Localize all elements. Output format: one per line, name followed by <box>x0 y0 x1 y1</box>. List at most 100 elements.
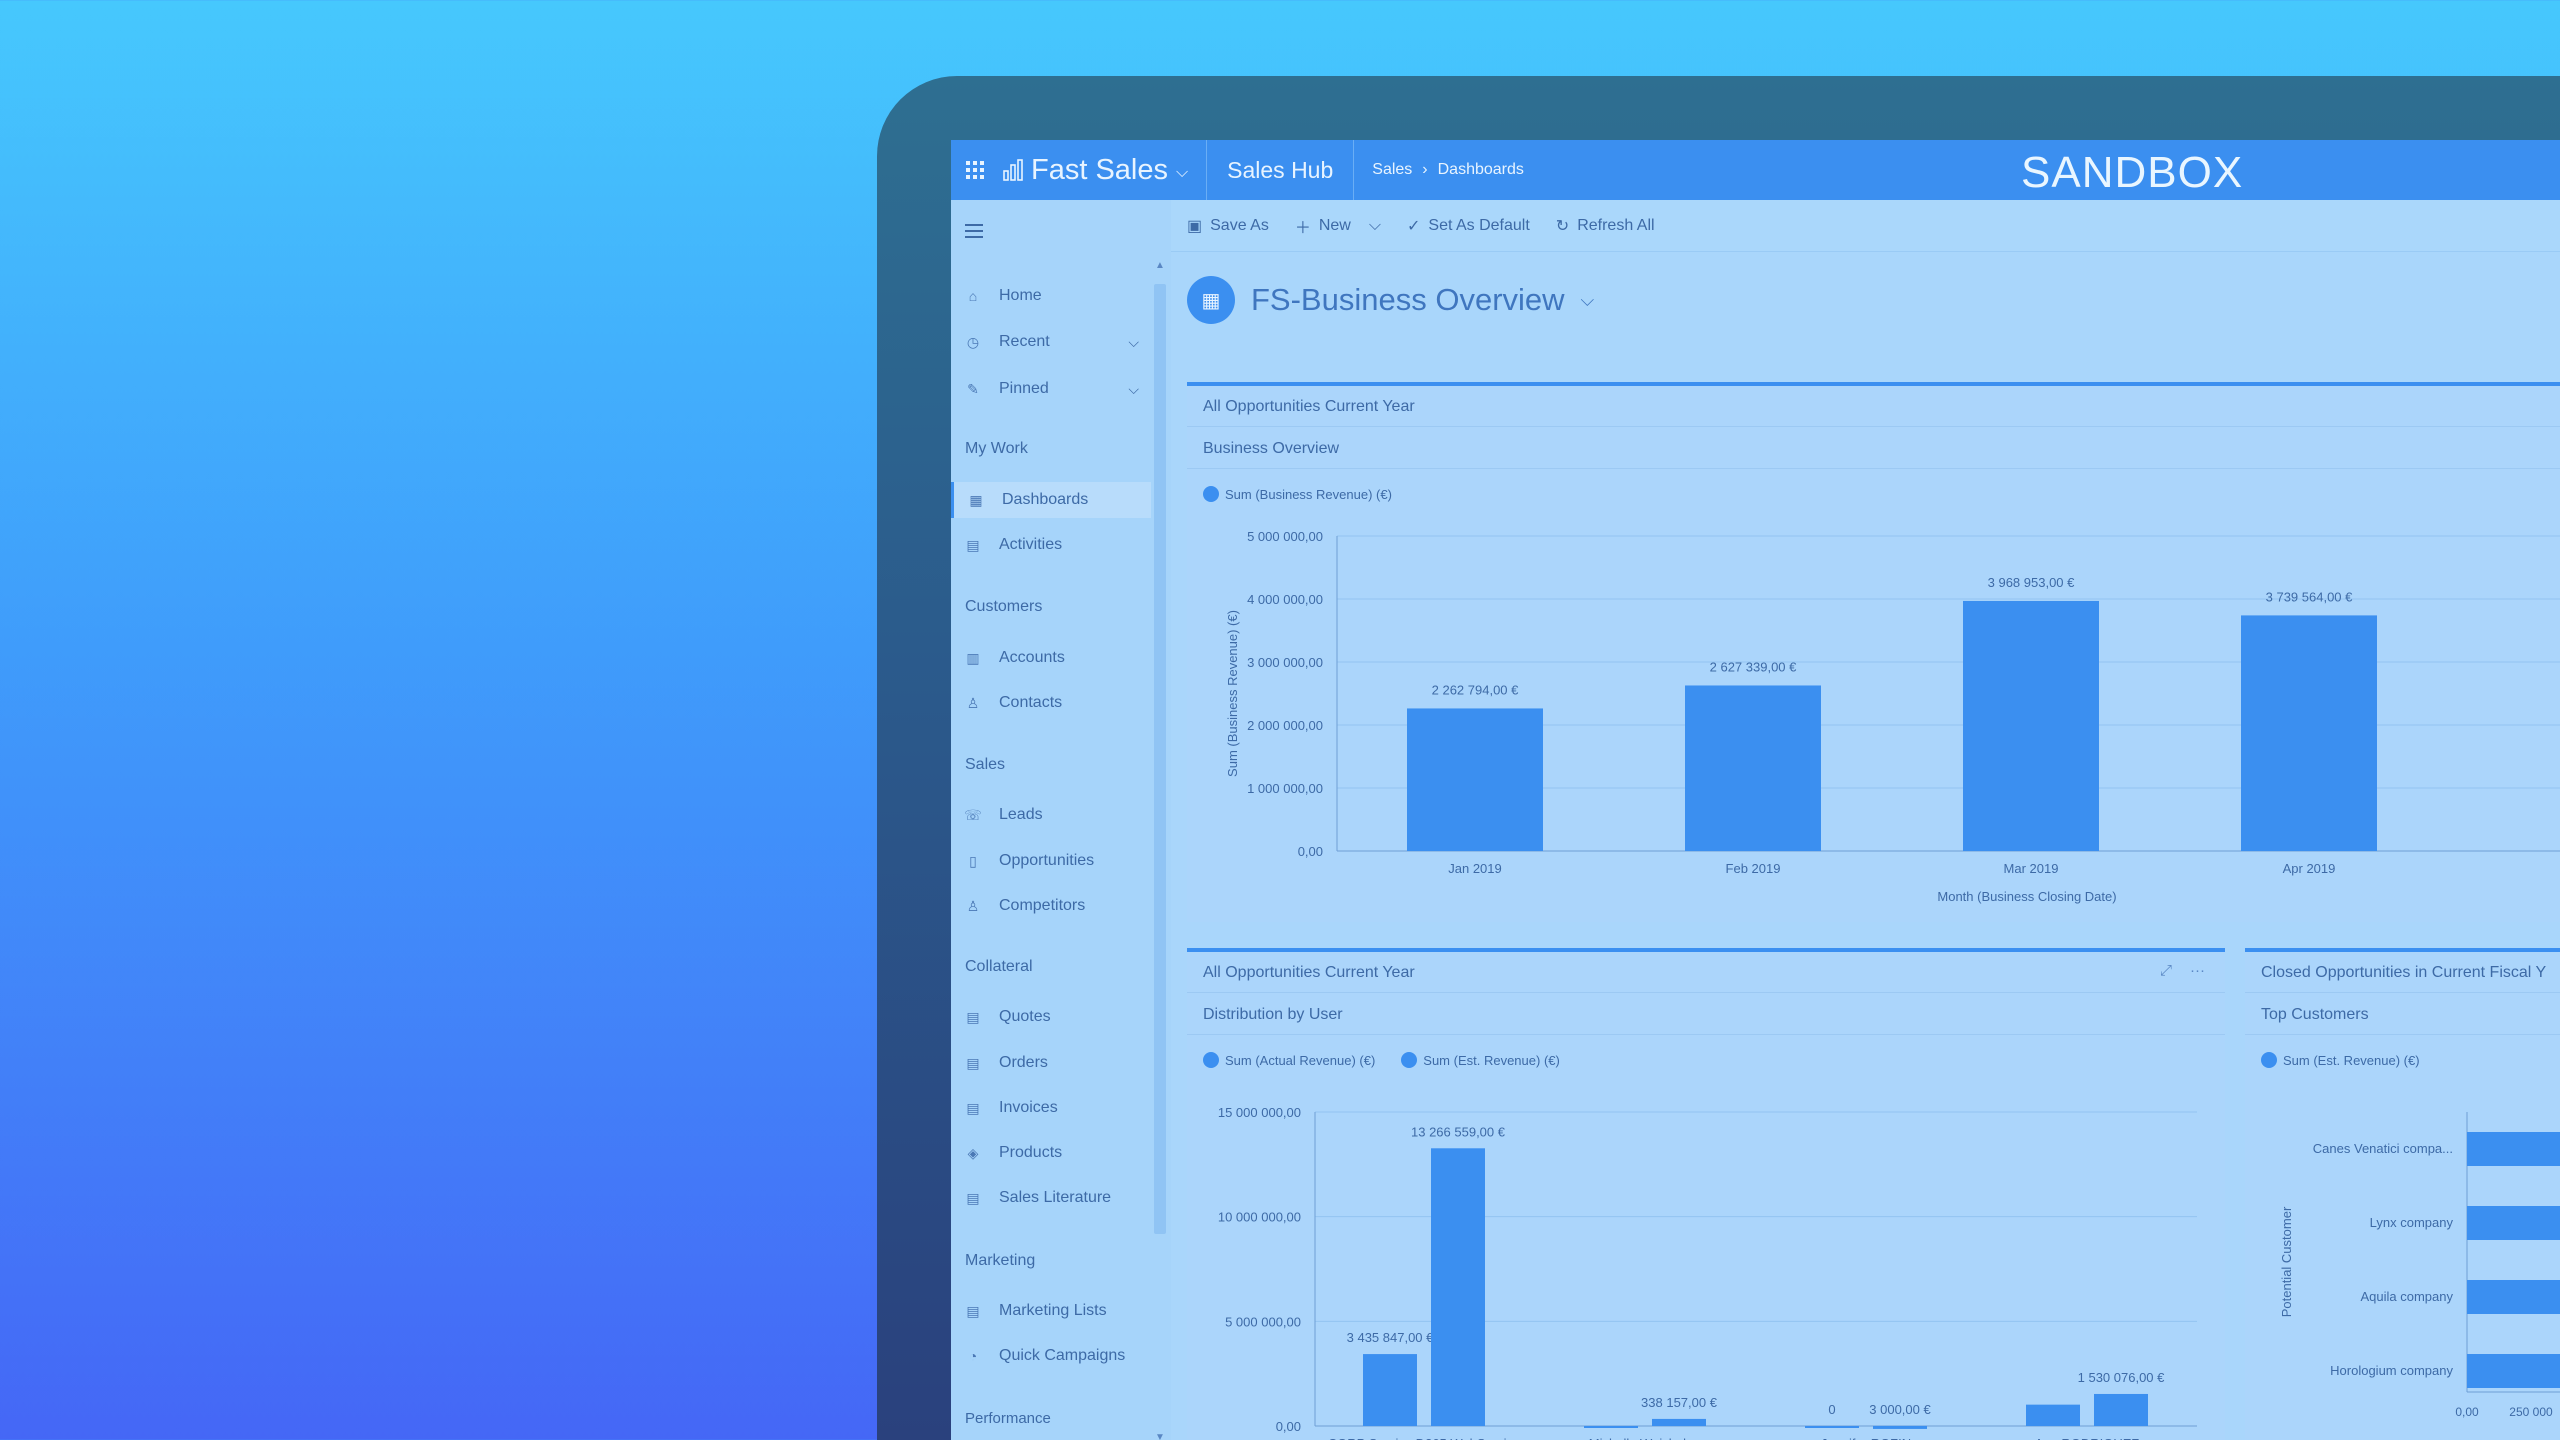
bar <box>2467 1354 2560 1388</box>
category-label: Aquila company <box>2361 1289 2454 1304</box>
bar <box>1431 1148 1485 1426</box>
y-tick-label: 5 000 000,00 <box>1247 529 1323 544</box>
sidebar-item-invoices[interactable]: ▤ Invoices <box>966 1099 1058 1116</box>
data-label: 3 968 953,00 € <box>1988 575 2076 590</box>
data-label: 3 435 847,00 € <box>1347 1330 1435 1345</box>
data-label: 2 262 794,00 € <box>1432 682 1520 697</box>
legend-swatch <box>1401 1052 1418 1068</box>
chevron-down-icon: ⌵ <box>1128 380 1139 397</box>
group-customers: Customers <box>965 598 1043 615</box>
group-collateral: Collateral <box>965 958 1033 975</box>
list-icon: ▤ <box>966 1302 980 1319</box>
sidebar-item-marketing-lists[interactable]: ▤ Marketing Lists <box>966 1302 1107 1319</box>
building-icon: ▥ <box>966 649 980 666</box>
y-tick-label: 0,00 <box>1276 1419 1301 1434</box>
sidebar-item-sales-literature[interactable]: ▤ Sales Literature <box>966 1189 1112 1206</box>
breadcrumb: Sales › Dashboards <box>1354 161 1524 179</box>
hamburger-menu-icon[interactable] <box>965 224 983 242</box>
top-bar: Fast Sales ⌵ Sales Hub Sales › Dashboard… <box>951 140 2560 200</box>
category-label: Horologium company <box>2330 1363 2453 1378</box>
x-tick-label: Jan 2019 <box>1448 861 1502 876</box>
sidebar-scrollbar[interactable] <box>1154 284 1166 1234</box>
activities-icon: ▤ <box>966 536 980 553</box>
divider <box>1187 1034 2225 1035</box>
app-launcher-button[interactable] <box>951 140 999 200</box>
divider <box>1187 468 2560 469</box>
breadcrumb-sales[interactable]: Sales <box>1372 161 1413 178</box>
dashboard-icon: ▦ <box>1187 276 1235 324</box>
x-tick-label: CORP Service D365 WebService <box>1328 1436 1520 1440</box>
business-overview-chart: 0,00 1 000 000,00 2 000 000,00 3 000 000,00… <box>1225 529 2560 904</box>
category-label: Canes Venatici compa... <box>2313 1141 2453 1156</box>
divider <box>2245 992 2560 993</box>
clock-icon: ◷ <box>966 333 980 350</box>
book-icon: ▤ <box>966 1189 980 1206</box>
data-label: 3 739 564,00 € <box>2266 589 2354 604</box>
scroll-down-arrow-icon[interactable]: ▼ <box>1155 1432 1165 1440</box>
waffle-icon <box>966 161 984 179</box>
document-icon: ▯ <box>969 852 977 869</box>
distribution-by-user-chart: 0,00 5 000 000,00 10 000 000,00 15 000 000,… <box>1218 1105 2197 1440</box>
bar <box>1652 1418 1706 1426</box>
chevron-down-icon: ⌵ <box>1176 164 1189 181</box>
bar <box>2467 1280 2560 1314</box>
x-axis-label: Month (Business Closing Date) <box>1937 889 2116 904</box>
legend: Sum (Est. Revenue) (€) <box>2261 1052 2420 1068</box>
card-subtitle: Business Overview <box>1203 440 1340 457</box>
sidebar-item-leads[interactable]: ☏ Leads <box>964 806 1043 823</box>
legend-label: Sum (Business Revenue) (€) <box>1225 486 1392 502</box>
data-label: 338 157,00 € <box>1641 1395 1718 1410</box>
dashboard-header: ▦ FS-Business Overview ⌵ <box>1187 276 1594 324</box>
breadcrumb-dashboards[interactable]: Dashboards <box>1437 161 1524 178</box>
group-marketing: Marketing <box>965 1252 1036 1269</box>
bar <box>1873 1425 1927 1429</box>
sidebar-item-orders[interactable]: ▤ Orders <box>966 1054 1048 1071</box>
sidebar-item-products[interactable]: ◈ Products <box>951 1135 1151 1171</box>
bar-chart-icon <box>1003 159 1023 181</box>
group-sales: Sales <box>965 756 1006 773</box>
divider <box>1187 426 2560 427</box>
data-label: 3 000,00 € <box>1869 1402 1931 1417</box>
new-button[interactable]: ＋ New ⌵ <box>1295 214 1381 238</box>
card-subtitle: Top Customers <box>2261 1006 2369 1023</box>
document-icon: ▤ <box>966 1054 980 1071</box>
sidebar-item-quotes[interactable]: ▤ Quotes <box>966 1008 1051 1025</box>
y-tick-label: 4 000 000,00 <box>1247 592 1323 607</box>
hub-name[interactable]: Sales Hub <box>1207 140 1355 200</box>
legend-swatch <box>1203 486 1219 502</box>
leads-icon: ☏ <box>964 806 982 823</box>
app-switcher[interactable]: Fast Sales ⌵ <box>999 140 1208 200</box>
sidebar-item-competitors[interactable]: ♙ Competitors <box>966 897 1086 914</box>
refresh-all-button[interactable]: ↻ Refresh All <box>1555 216 1655 235</box>
sidebar-item-pinned[interactable]: ✎ Pinned ⌵ <box>951 371 1151 407</box>
sidebar-item-dashboards[interactable]: ▦ Dashboards <box>951 482 1151 518</box>
divider <box>1187 992 2225 993</box>
sidebar-item-quick-campaigns[interactable]: ◔ Quick Campaigns <box>951 1338 1151 1374</box>
y-tick-label: 5 000 000,00 <box>1225 1314 1301 1329</box>
card-title: Closed Opportunities in Current Fiscal Y <box>2261 964 2547 981</box>
sidebar-item-accounts[interactable]: ▥ Accounts <box>966 649 1065 666</box>
more-options-icon[interactable]: ··· <box>2190 962 2205 979</box>
scroll-up-arrow-icon[interactable]: ▲ <box>1155 260 1165 271</box>
y-axis-label: Potential Customer <box>2279 1206 2294 1317</box>
sidebar-item-home[interactable]: ⌂ Home <box>951 278 1151 314</box>
group-my-work: My Work <box>965 440 1028 457</box>
home-icon: ⌂ <box>968 288 978 304</box>
card-distribution-by-user: All Opportunities Current Year ⤢ ··· Dis… <box>1187 948 2225 1440</box>
bar <box>1407 708 1543 851</box>
expand-icon[interactable]: ⤢ <box>2159 962 2172 979</box>
x-tick-label: Jennifer ROZIN <box>1821 1436 1911 1440</box>
legend: Sum (Business Revenue) (€) <box>1203 486 1392 502</box>
dashboard-selector-chevron-icon[interactable]: ⌵ <box>1580 289 1595 310</box>
y-axis-label: Sum (Business Revenue) (€) <box>1225 610 1240 777</box>
person-icon: ♙ <box>966 694 980 711</box>
sidebar-item-recent[interactable]: ◷ Recent ⌵ <box>966 333 1139 350</box>
sidebar-item-activities[interactable]: ▤ Activities <box>966 536 1063 553</box>
save-as-button[interactable]: ▣ Save As <box>1187 216 1269 235</box>
bar <box>1685 685 1821 851</box>
set-as-default-button[interactable]: ✓ Set As Default <box>1407 216 1530 235</box>
sidebar-item-contacts[interactable]: ♙ Contacts <box>966 694 1063 711</box>
x-tick-label: Apr 2019 <box>2283 861 2336 876</box>
campaign-icon: ◔ <box>968 1348 978 1364</box>
sidebar-item-opportunities[interactable]: ▯ Opportunities <box>951 843 1151 879</box>
